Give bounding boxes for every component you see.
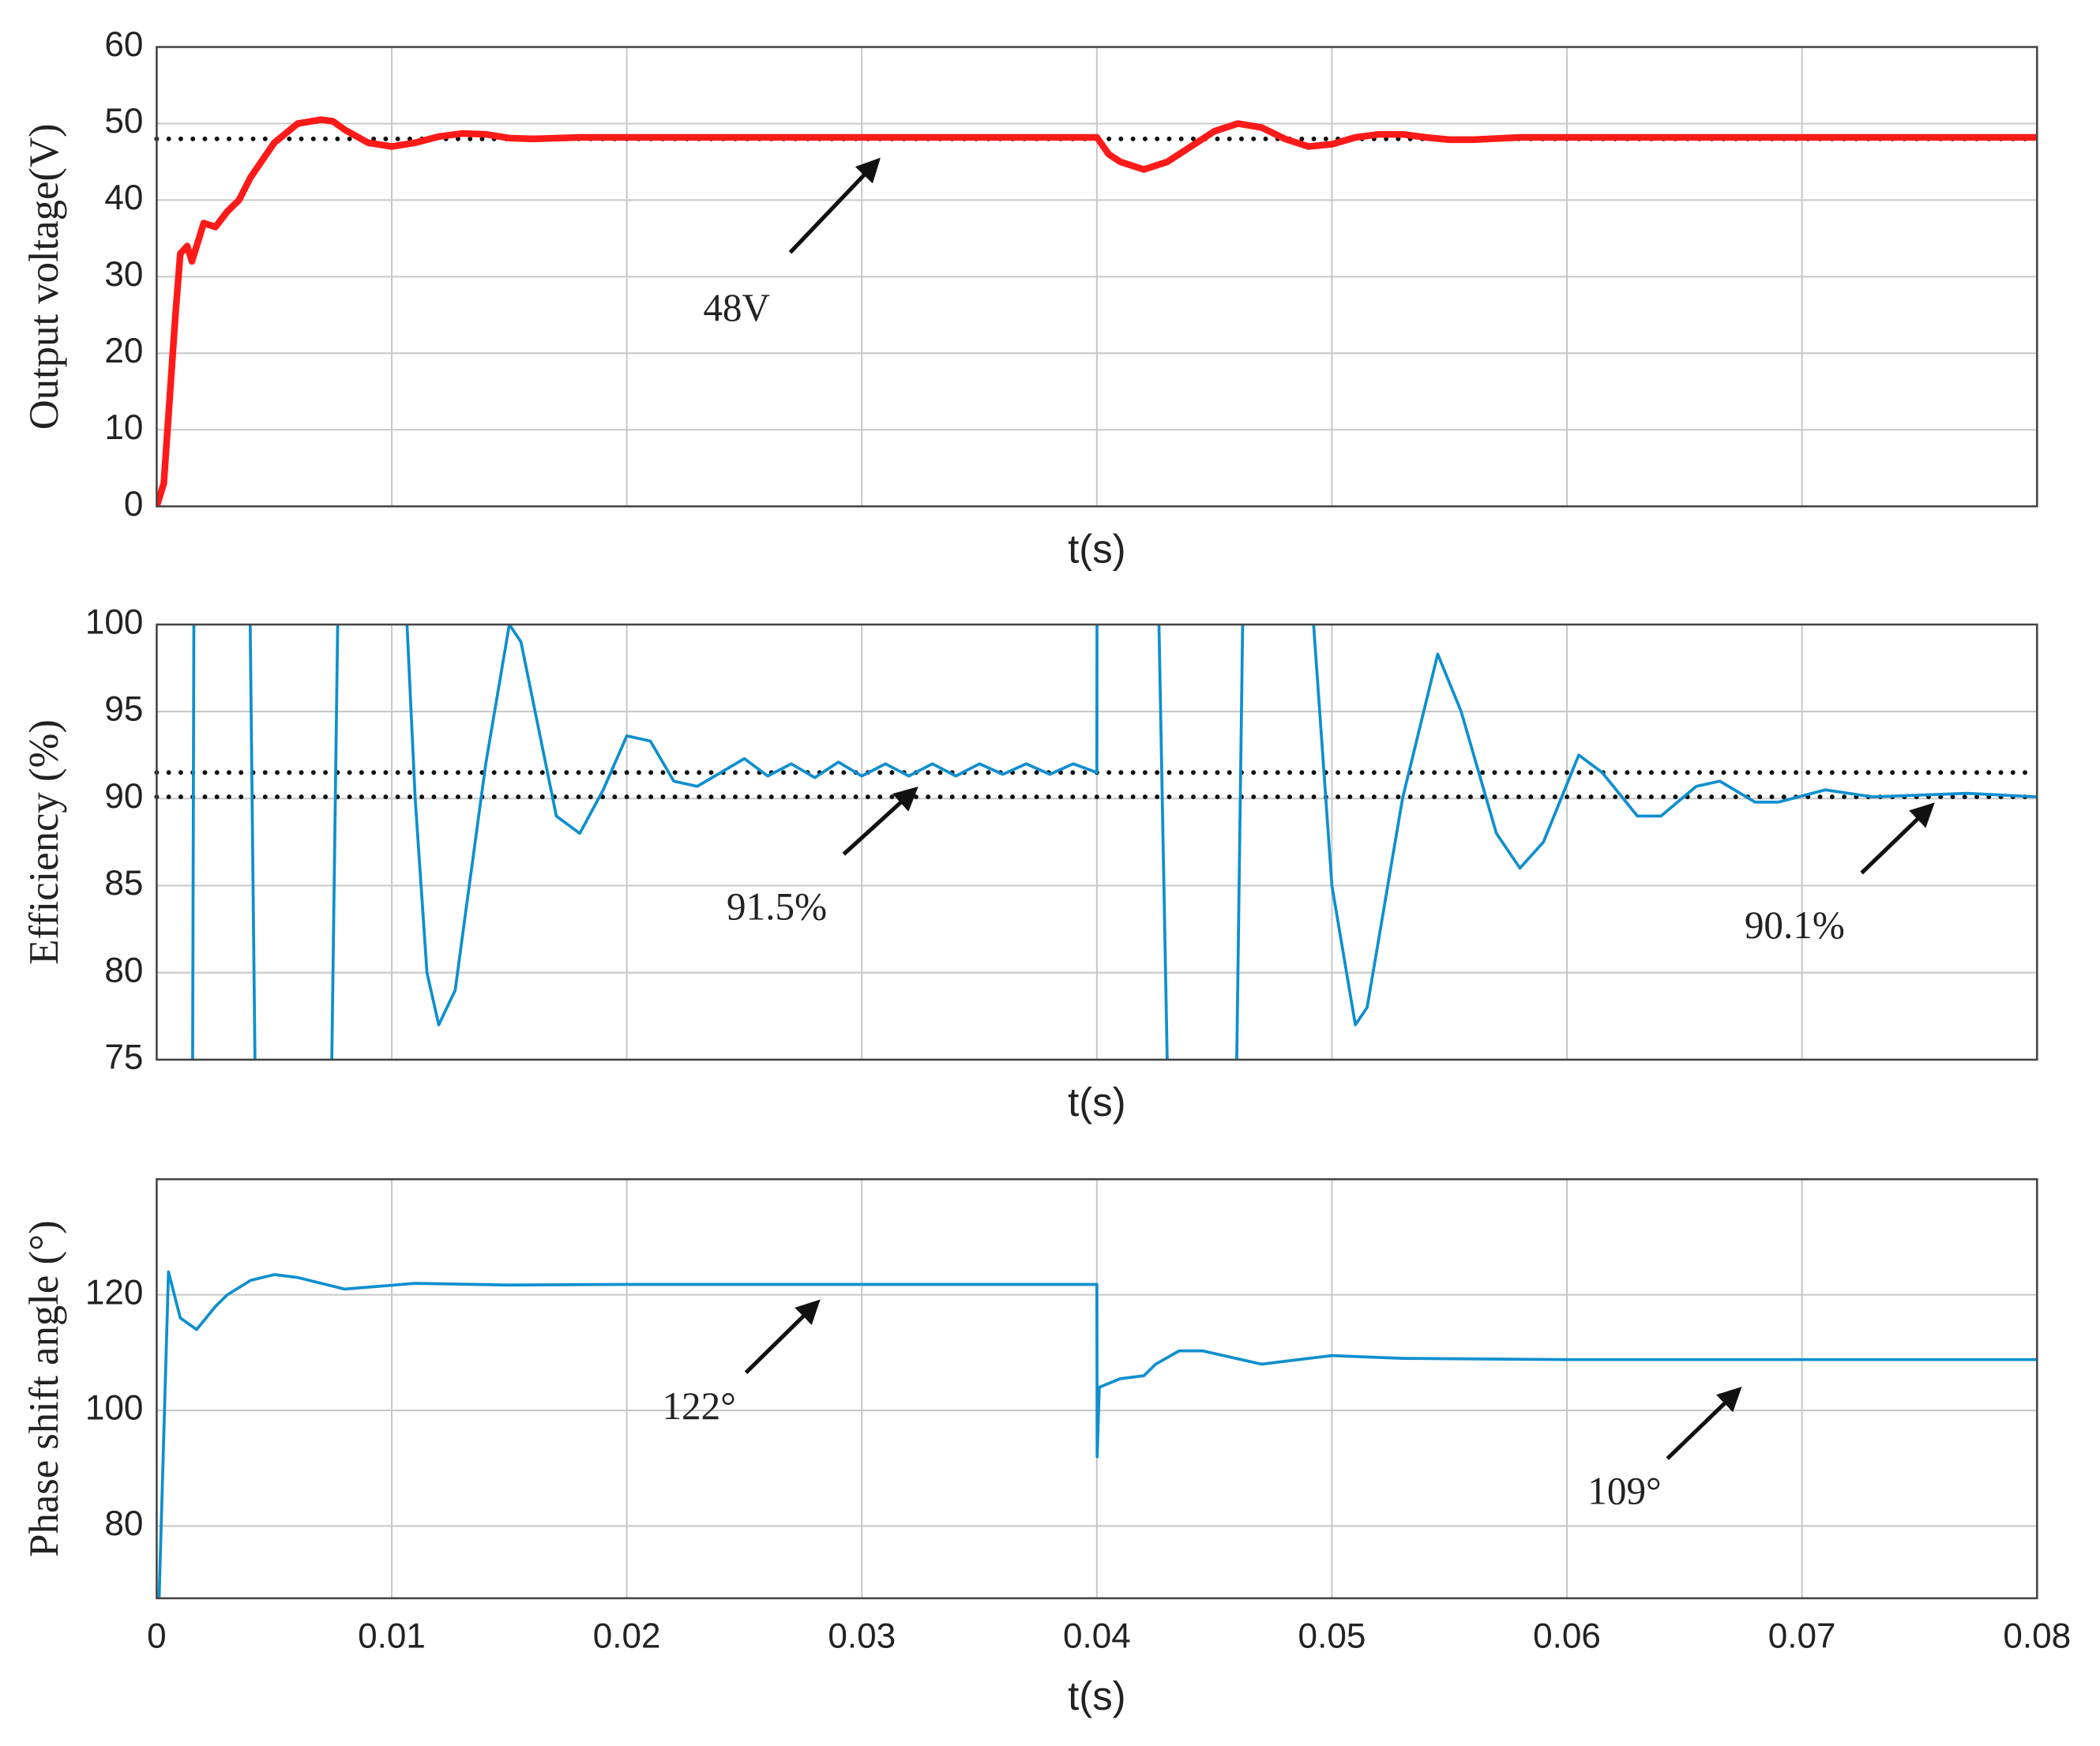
annotation-arrow (744, 1299, 821, 1375)
x-axis-label: t(s) (1068, 526, 1125, 571)
y-tick-label: 80 (104, 1504, 143, 1543)
plot-border (156, 623, 2038, 1061)
x-axis-label: t(s) (1068, 1673, 1125, 1718)
y-axis-label: Efficiency (%) (21, 719, 67, 965)
y-tick-label: 100 (85, 603, 144, 641)
x-tick-label: 0 (147, 1617, 167, 1656)
y-tick-label: 85 (104, 864, 143, 903)
data-line (157, 1270, 2038, 1598)
annotation-arrow (1860, 802, 1935, 875)
y-tick-label: 40 (104, 178, 143, 217)
y-tick-label: 10 (104, 408, 143, 447)
y-tick-label: 30 (104, 255, 143, 294)
annotation-arrow (842, 786, 919, 856)
x-tick-label: 0.03 (828, 1617, 896, 1656)
annotation: 122° (662, 1384, 735, 1428)
annotation: 90.1% (1745, 903, 1845, 947)
annotation: 48V (703, 286, 770, 329)
x-axis-label: t(s) (1068, 1080, 1125, 1125)
y-tick-label: 100 (85, 1389, 144, 1428)
x-tick-label: 0.04 (1063, 1617, 1131, 1656)
y-tick-label: 60 (104, 25, 143, 64)
x-tick-label: 0.05 (1298, 1617, 1366, 1656)
plot-border (156, 1177, 2038, 1600)
y-tick-label: 75 (104, 1038, 143, 1077)
y-axis-label: Output voltage(V) (21, 123, 67, 430)
x-tick-label: 0.07 (1768, 1617, 1836, 1656)
y-tick-label: 90 (104, 777, 143, 816)
annotation-arrow (1666, 1387, 1742, 1460)
y-tick-label: 20 (104, 332, 143, 370)
data-line (191, 624, 2038, 1060)
annotation: 91.5% (727, 884, 827, 928)
data-line (156, 116, 2038, 507)
x-tick-label: 0.01 (358, 1617, 426, 1656)
y-tick-label: 80 (104, 951, 143, 989)
annotation-arrow (788, 157, 881, 254)
annotation: 109° (1587, 1469, 1661, 1512)
y-tick-label: 50 (104, 102, 143, 141)
plot-border (156, 46, 2038, 508)
x-tick-label: 0.08 (2003, 1617, 2071, 1656)
x-tick-label: 0.06 (1533, 1617, 1601, 1656)
y-tick-label: 0 (124, 485, 144, 524)
y-tick-label: 120 (85, 1273, 144, 1312)
y-tick-label: 95 (104, 690, 143, 729)
y-axis-label: Phase shift angle (°) (21, 1220, 67, 1556)
x-tick-label: 0.02 (593, 1617, 661, 1656)
